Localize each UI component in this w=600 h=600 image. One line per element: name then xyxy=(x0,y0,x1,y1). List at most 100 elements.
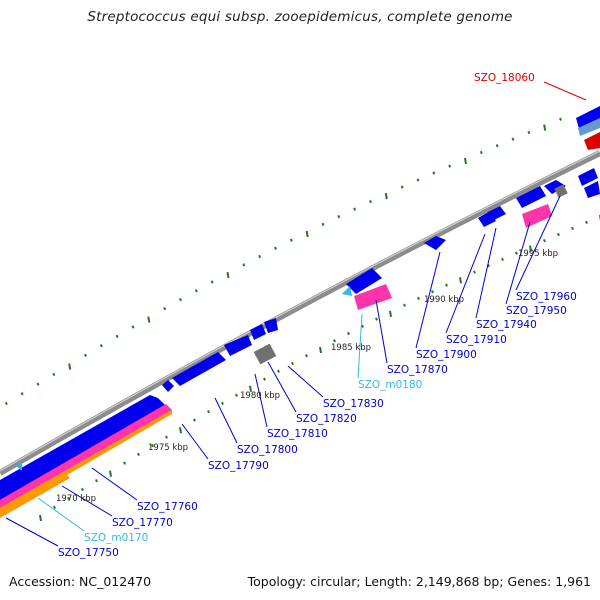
cds-feature[interactable] xyxy=(172,352,226,386)
ruler-tick xyxy=(123,461,126,465)
ruler-tick xyxy=(464,157,467,165)
feature-label[interactable]: SZO_m0180 xyxy=(358,379,422,391)
ruler-tick xyxy=(68,363,72,370)
cds-feature[interactable] xyxy=(250,324,266,340)
ruler-tick xyxy=(319,346,322,354)
ruler-tick xyxy=(258,254,262,259)
rna-feature[interactable] xyxy=(2,466,66,504)
ruler-tick xyxy=(99,344,103,348)
cds-feature[interactable] xyxy=(162,380,174,392)
leader-line xyxy=(5,517,59,547)
feature-label[interactable]: SZO_17760 xyxy=(137,501,198,513)
ruler-tick xyxy=(473,270,476,274)
ruler-tick xyxy=(81,487,84,492)
cds-feature[interactable] xyxy=(578,118,600,136)
ruler-tick xyxy=(448,164,452,168)
ruler-tick xyxy=(179,298,182,302)
feature-label[interactable]: SZO_17960 xyxy=(516,291,577,303)
ruler-tick xyxy=(115,334,119,338)
leader-line xyxy=(91,467,138,501)
ruler-tick xyxy=(527,130,531,135)
ruler-tick xyxy=(361,324,364,328)
pseudo-feature[interactable] xyxy=(253,343,277,365)
feature-label[interactable]: SZO_17790 xyxy=(208,460,269,472)
rna-feature[interactable] xyxy=(16,461,22,471)
rna-feature[interactable] xyxy=(354,284,392,310)
cds-feature[interactable] xyxy=(0,395,165,500)
leader-line xyxy=(445,233,486,334)
ruler-tick xyxy=(36,382,40,386)
ruler-tick xyxy=(194,289,198,293)
accession-label: Accession: NC_012470 xyxy=(9,574,152,589)
ruler-tick xyxy=(445,283,448,287)
feature-label[interactable]: SZO_17820 xyxy=(296,413,357,425)
rna-feature[interactable] xyxy=(522,204,552,228)
cds-feature[interactable] xyxy=(488,206,506,220)
cds-feature[interactable] xyxy=(424,236,446,250)
leader-line xyxy=(37,497,85,532)
ruler-tick xyxy=(337,215,341,219)
ruler-tick xyxy=(235,393,238,397)
feature-label[interactable]: SZO_m0170 xyxy=(84,532,148,544)
feature-label[interactable]: SZO_17940 xyxy=(476,319,537,331)
feature-label[interactable]: SZO_17870 xyxy=(387,364,448,376)
ruler-ticks xyxy=(4,117,600,522)
feature-label[interactable]: SZO_17750 xyxy=(58,547,119,559)
feature-label[interactable]: SZO_17800 xyxy=(237,444,298,456)
ruler-tick xyxy=(333,339,336,343)
cds-feature[interactable] xyxy=(578,168,598,186)
feature-label[interactable]: SZO_18060 xyxy=(474,72,535,84)
ruler-label: 1995 kbp xyxy=(518,249,558,259)
ruler-tick xyxy=(221,401,224,406)
ruler-tick xyxy=(495,144,499,148)
ruler-tick xyxy=(543,239,546,243)
cds-feature[interactable] xyxy=(584,181,600,198)
leader-line xyxy=(357,313,363,379)
ruler-tick xyxy=(369,200,372,204)
ruler-tick xyxy=(305,230,309,238)
feature-label[interactable]: SZO_17910 xyxy=(446,334,507,346)
ruler-label: 1975 kbp xyxy=(148,443,188,453)
ruler-labels: 1970 kbp 1975 kbp 1980 kbp 1985 kbp 1990 kbp… xyxy=(56,249,558,504)
ruler-tick xyxy=(210,280,214,284)
ruler-tick xyxy=(417,296,420,301)
ruler-tick xyxy=(84,353,87,357)
feature-label[interactable]: SZO_17770 xyxy=(112,517,173,529)
ruler-tick xyxy=(559,117,562,121)
cds-feature[interactable] xyxy=(346,268,382,294)
feature-label[interactable]: SZO_17830 xyxy=(323,398,384,410)
cds-feature[interactable] xyxy=(224,335,252,356)
ruler-tick xyxy=(431,290,434,294)
rna-feature[interactable] xyxy=(342,286,352,296)
ruler-tick xyxy=(131,325,135,329)
pseudo-feature[interactable] xyxy=(554,184,568,198)
ruler-tick xyxy=(479,150,483,155)
ruler-tick xyxy=(384,192,388,200)
ruler-tick xyxy=(242,263,246,267)
ruler-tick xyxy=(291,361,294,366)
cds-feature[interactable] xyxy=(544,180,566,194)
genome-summary: Topology: circular; Length: 2,149,868 bp… xyxy=(247,574,591,589)
ruler-tick xyxy=(274,246,277,250)
leader-line xyxy=(181,423,209,460)
ruler-tick xyxy=(263,377,266,381)
highlight-feature[interactable] xyxy=(584,132,600,150)
feature-label[interactable]: SZO_17950 xyxy=(506,305,567,317)
cds-feature[interactable] xyxy=(264,318,278,333)
ruler-tick xyxy=(305,354,308,358)
genome-backbone xyxy=(0,150,600,476)
ruler-tick xyxy=(400,185,404,189)
cds-feature[interactable] xyxy=(516,186,546,208)
ruler-tick xyxy=(226,271,230,279)
ruler-tick xyxy=(389,310,392,318)
ruler-tick xyxy=(20,392,24,396)
feature-label[interactable]: SZO_17900 xyxy=(416,349,477,361)
ruler-label: 1990 kbp xyxy=(424,295,464,305)
ruler-tick xyxy=(585,220,588,224)
feature-label[interactable]: SZO_17810 xyxy=(267,428,328,440)
ruler-tick xyxy=(321,222,325,226)
ruler-label: 1970 kbp xyxy=(56,494,96,504)
rna-feature[interactable] xyxy=(0,474,70,518)
ruler-tick xyxy=(147,316,151,323)
